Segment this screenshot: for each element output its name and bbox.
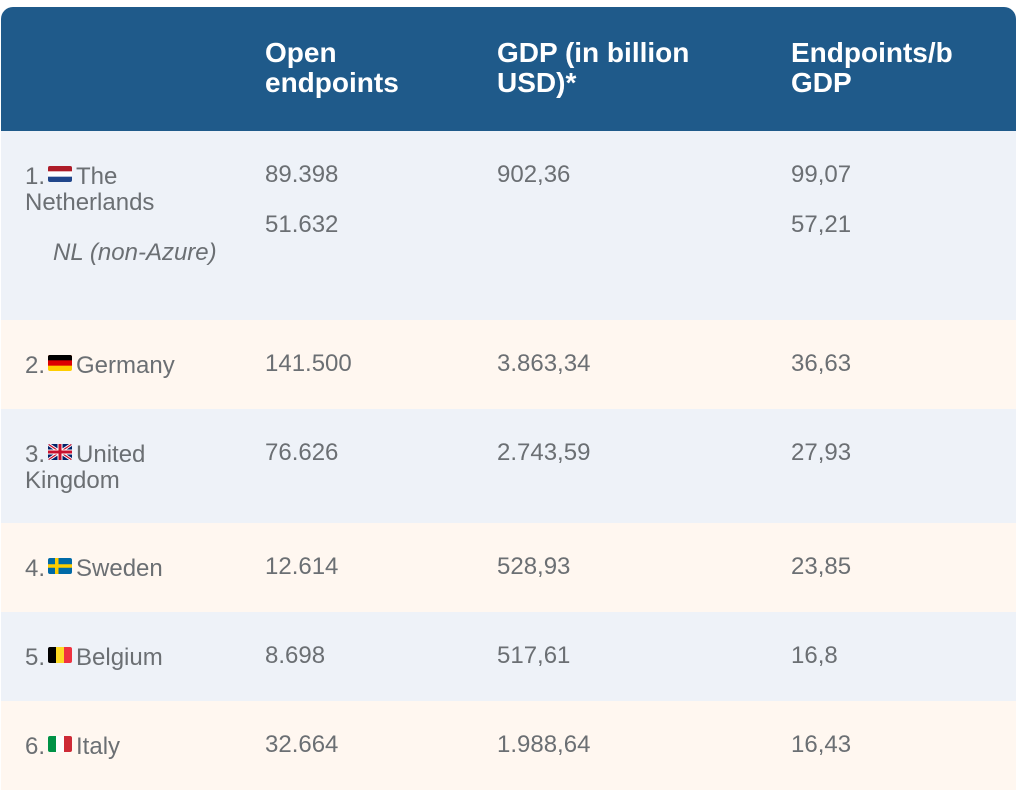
table-header: Open endpoints GDP (in billion USD)* End… bbox=[1, 7, 1016, 131]
endpoints-table: Open endpoints GDP (in billion USD)* End… bbox=[1, 7, 1016, 790]
rank: 3. bbox=[25, 441, 46, 468]
header-open-endpoints: Open endpoints bbox=[265, 37, 399, 98]
sweden-flag-icon bbox=[48, 558, 73, 574]
open-endpoints-value: 12.614 bbox=[265, 553, 339, 580]
gdp-value: 517,61 bbox=[497, 642, 571, 669]
country-cell: 4. Sweden bbox=[25, 556, 235, 582]
country-name: United Kingdom bbox=[25, 441, 146, 494]
country-cell: 6. Italy bbox=[25, 734, 235, 760]
table-row: 2. Germany 141.500 3.863,34 36,63 bbox=[1, 320, 1016, 409]
country-name: Germany bbox=[76, 352, 175, 379]
united-kingdom-flag-icon bbox=[48, 444, 73, 460]
table-row: 1. The Netherlands NL (non-Azure) 89.398 … bbox=[1, 131, 1016, 320]
gdp-value: 3.863,34 bbox=[497, 350, 591, 377]
gdp-value: 528,93 bbox=[497, 553, 571, 580]
table-row: 6. Italy 32.664 1.988,64 16,43 bbox=[1, 701, 1016, 790]
ratio-value: 16,43 bbox=[791, 731, 852, 758]
country-name: The Netherlands bbox=[25, 163, 155, 216]
table-row: 3. United Kingdom 76.626 2.743,59 27,93 bbox=[1, 409, 1016, 523]
country-cell: 2. Germany bbox=[25, 353, 235, 379]
ratio-value: 99,07 bbox=[791, 161, 852, 188]
rank: 2. bbox=[25, 352, 46, 379]
germany-flag-icon bbox=[48, 355, 73, 371]
country-cell: 5. Belgium bbox=[25, 645, 235, 671]
open-endpoints-value: 89.398 bbox=[265, 161, 339, 188]
gdp-value: 2.743,59 bbox=[497, 439, 591, 466]
ratio-value: 27,93 bbox=[791, 439, 852, 466]
open-endpoints-value: 32.664 bbox=[265, 731, 339, 758]
country-name: Sweden bbox=[76, 555, 163, 582]
ratio-value: 36,63 bbox=[791, 350, 852, 377]
gdp-value: 1.988,64 bbox=[497, 731, 591, 758]
country-cell: 1. The Netherlands NL (non-Azure) bbox=[25, 164, 235, 266]
belgium-flag-icon bbox=[48, 647, 73, 663]
italy-flag-icon bbox=[48, 736, 73, 752]
open-endpoints-sub-value: 51.632 bbox=[265, 211, 339, 238]
open-endpoints-value: 141.500 bbox=[265, 350, 352, 377]
rank: 4. bbox=[25, 555, 46, 582]
header-endpoints-per-gdp: Endpoints/b GDP bbox=[791, 37, 953, 98]
country-cell: 3. United Kingdom bbox=[25, 442, 235, 494]
sub-label: NL (non-Azure) bbox=[53, 239, 217, 266]
ratio-value: 23,85 bbox=[791, 553, 852, 580]
header-gdp: GDP (in billion USD)* bbox=[497, 37, 690, 98]
table-row: 5. Belgium 8.698 517,61 16,8 bbox=[1, 612, 1016, 701]
ratio-value: 16,8 bbox=[791, 642, 838, 669]
rank: 1. bbox=[25, 163, 46, 190]
table-row: 4. Sweden 12.614 528,93 23,85 bbox=[1, 523, 1016, 612]
country-name: Italy bbox=[76, 733, 121, 760]
open-endpoints-value: 76.626 bbox=[265, 439, 339, 466]
netherlands-flag-icon bbox=[48, 166, 73, 182]
open-endpoints-value: 8.698 bbox=[265, 642, 326, 669]
country-name: Belgium bbox=[76, 644, 163, 671]
rank: 6. bbox=[25, 733, 46, 760]
ratio-sub-value: 57,21 bbox=[791, 211, 852, 238]
rank: 5. bbox=[25, 644, 46, 671]
gdp-value: 902,36 bbox=[497, 161, 571, 188]
